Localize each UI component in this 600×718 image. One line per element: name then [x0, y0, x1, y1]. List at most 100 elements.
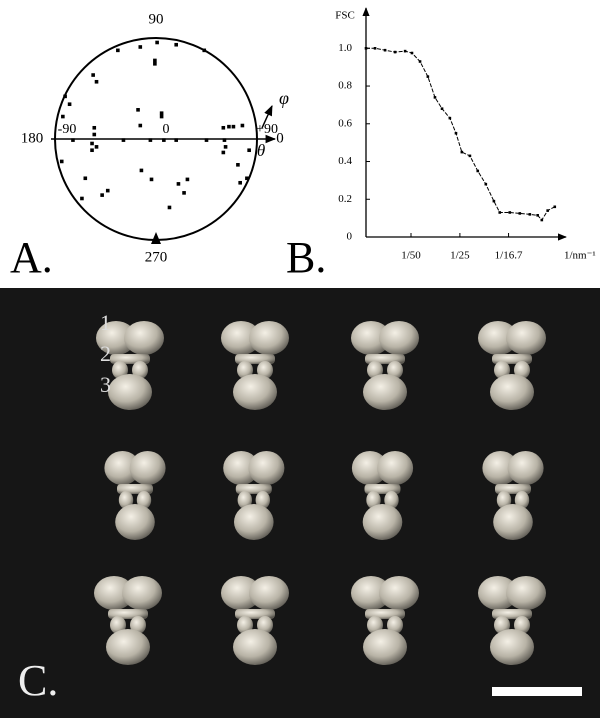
point: [116, 48, 120, 53]
point: [90, 148, 94, 153]
fsc-point: [492, 199, 496, 203]
fsc-point: [393, 50, 397, 54]
fsc-point: [448, 116, 452, 120]
x-axis-label: 1/nm⁻¹: [564, 250, 596, 262]
point: [221, 125, 226, 130]
phi-arrow: [261, 105, 273, 129]
fsc-point: [410, 51, 414, 55]
point: [185, 177, 190, 182]
panel-label: A.: [10, 233, 53, 282]
theta-tick-label: +90: [256, 122, 278, 137]
point: [223, 145, 228, 149]
point: [94, 145, 99, 149]
fsc-point: [440, 107, 444, 110]
panel-label: C.: [18, 656, 58, 705]
fsc-point: [460, 150, 464, 154]
point: [176, 182, 181, 186]
row-label: 2: [100, 341, 111, 366]
point: [92, 125, 97, 130]
y-axis-label: FSC: [335, 10, 355, 22]
point: [155, 40, 159, 45]
point: [136, 108, 140, 112]
fsc-point: [518, 212, 522, 215]
fsc-point: [476, 169, 480, 173]
point: [61, 114, 65, 119]
point: [236, 163, 240, 167]
point: [149, 177, 154, 182]
point: [202, 48, 207, 53]
point: [204, 138, 209, 142]
point: [238, 180, 242, 185]
point: [91, 73, 95, 77]
fsc-point: [373, 47, 377, 50]
y-tick-label: 1.0: [338, 42, 352, 54]
fsc-point: [553, 205, 557, 209]
fsc-point: [364, 47, 368, 50]
theta-tick-label: -90: [58, 122, 77, 137]
y-tick-label: 0: [347, 231, 353, 243]
angle-tick-label: 90: [149, 11, 164, 27]
fsc-point: [426, 75, 430, 78]
point: [83, 176, 88, 181]
point: [247, 148, 251, 153]
fsc-point: [546, 209, 549, 212]
point: [80, 196, 84, 201]
angle-tick-label: 180: [21, 130, 44, 146]
point: [222, 138, 227, 142]
point: [59, 159, 64, 164]
y-tick-label: 0.8: [338, 80, 352, 92]
fsc-point: [540, 218, 544, 222]
point: [182, 191, 186, 195]
fsc-point: [383, 48, 387, 52]
bottom-arrow: [151, 232, 161, 244]
fsc-point: [433, 96, 437, 99]
point: [167, 205, 172, 210]
point: [138, 45, 143, 49]
point: [159, 111, 164, 115]
fsc-point: [403, 49, 407, 53]
angle-tick-label: 270: [145, 249, 168, 265]
row-label: 1: [100, 310, 111, 335]
y-tick-label: 0.6: [338, 117, 352, 129]
point: [63, 94, 67, 99]
point: [153, 62, 157, 66]
point: [174, 42, 178, 47]
theta-label: θ: [257, 141, 265, 160]
fsc-point: [508, 211, 512, 214]
row-label: 3: [100, 372, 111, 397]
fsc-point: [418, 60, 422, 63]
point: [240, 123, 245, 128]
phi-label: φ: [279, 88, 289, 108]
panel-label: B.: [286, 233, 326, 282]
point: [138, 123, 143, 128]
point: [174, 138, 178, 142]
theta-tick-label: 0: [163, 122, 170, 137]
fsc-point: [468, 154, 472, 158]
fsc-point: [528, 213, 532, 216]
x-tick-label: 1/25: [450, 250, 470, 262]
fsc-curve: [366, 47, 556, 221]
point: [121, 138, 126, 142]
point: [148, 138, 153, 142]
point: [153, 58, 157, 63]
point: [90, 141, 94, 146]
point: [221, 150, 226, 155]
point: [227, 124, 231, 129]
fsc-point: [484, 182, 488, 186]
angle-tick-label: 0: [276, 130, 284, 146]
point: [105, 188, 110, 193]
point: [245, 176, 249, 181]
fsc-point: [536, 214, 539, 217]
x-tick-label: 1/50: [401, 250, 421, 262]
point: [231, 124, 236, 129]
y-tick-label: 0.4: [338, 155, 352, 167]
fsc-point: [498, 211, 502, 214]
x-tick-label: 1/16.7: [495, 250, 523, 262]
point: [162, 138, 166, 142]
point: [94, 79, 99, 84]
point: [71, 138, 75, 142]
point: [159, 114, 164, 119]
y-tick-label: 0.2: [338, 193, 352, 205]
